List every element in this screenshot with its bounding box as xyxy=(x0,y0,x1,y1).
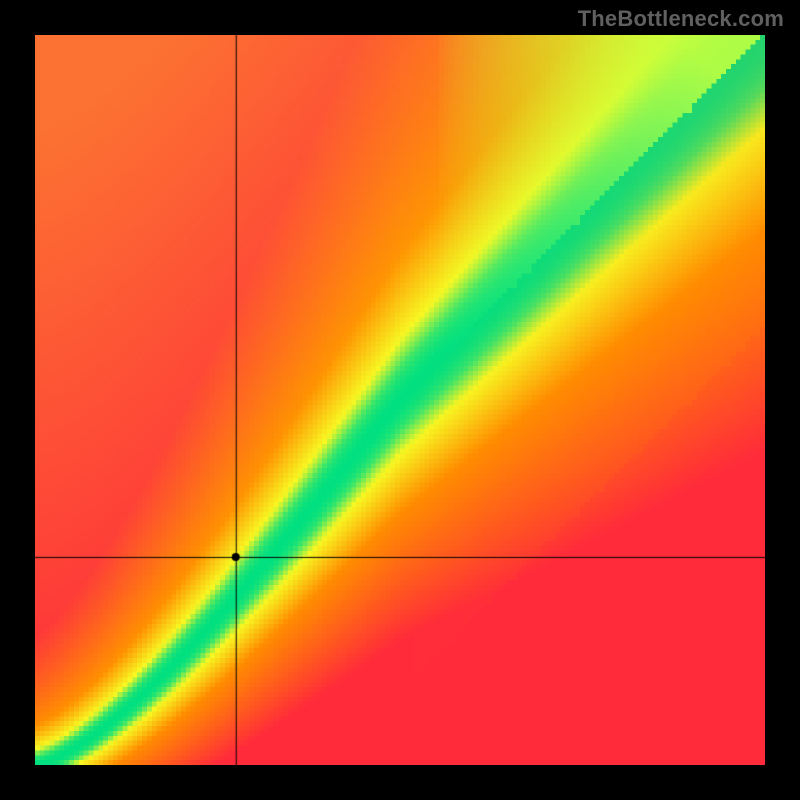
chart-container: TheBottleneck.com xyxy=(0,0,800,800)
bottleneck-heatmap xyxy=(35,35,765,765)
watermark-text: TheBottleneck.com xyxy=(578,6,784,32)
